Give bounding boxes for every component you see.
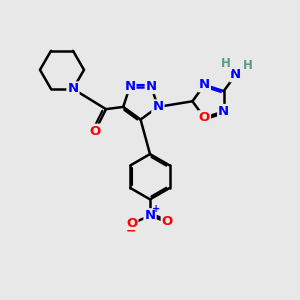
Text: N: N — [152, 100, 164, 113]
Text: N: N — [144, 209, 156, 222]
Text: O: O — [162, 215, 173, 229]
Text: O: O — [199, 111, 210, 124]
Text: H: H — [221, 57, 231, 70]
Text: N: N — [218, 105, 229, 118]
Text: O: O — [89, 124, 100, 138]
Text: H: H — [243, 59, 253, 72]
Text: O: O — [126, 217, 137, 230]
Text: −: − — [126, 224, 136, 237]
Text: N: N — [124, 80, 135, 93]
Text: N: N — [68, 82, 79, 95]
Text: N: N — [230, 68, 241, 81]
Text: N: N — [199, 78, 210, 91]
Text: N: N — [146, 80, 157, 93]
Text: +: + — [152, 204, 160, 214]
